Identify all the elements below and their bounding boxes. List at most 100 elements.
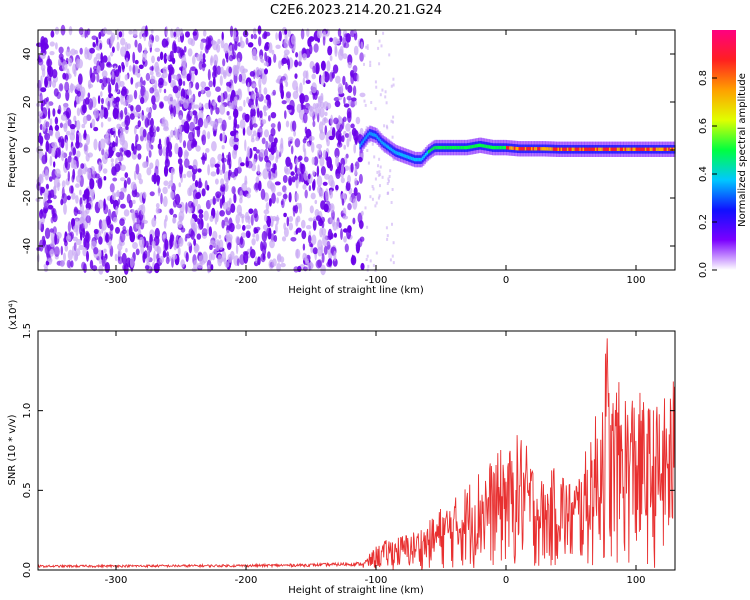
noise-blob <box>130 77 134 85</box>
noise-blob <box>124 172 129 179</box>
noise-blob <box>317 246 323 257</box>
noise-blob <box>223 42 229 54</box>
noise-blob <box>109 224 114 231</box>
signal-core <box>512 146 515 150</box>
signal-core <box>668 147 671 151</box>
noise-blob <box>241 182 248 192</box>
noise-blob <box>142 52 147 62</box>
noise-blob <box>146 140 152 152</box>
noise-blob <box>82 115 88 125</box>
noise-blob <box>215 178 219 185</box>
noise-blob <box>254 181 259 191</box>
noise-blob <box>321 228 327 236</box>
signal-core <box>648 147 651 151</box>
noise-blob <box>110 158 114 163</box>
noise-blob <box>210 171 217 177</box>
noise-blob <box>316 165 320 178</box>
noise-blob <box>107 117 112 122</box>
signal-core <box>662 147 665 151</box>
signal-core <box>439 145 442 150</box>
noise-blob <box>222 131 226 143</box>
signal-core <box>584 147 587 151</box>
noise-blob <box>162 196 168 207</box>
noise-blob <box>252 146 257 152</box>
noise-blob <box>255 176 260 184</box>
noise-blob <box>329 204 333 209</box>
noise-blob <box>61 60 68 71</box>
signal-core <box>576 147 579 151</box>
noise-blob <box>213 130 217 137</box>
noise-blob <box>252 93 256 100</box>
noise-blob <box>154 35 160 42</box>
signal-core <box>506 146 509 150</box>
noise-blob <box>100 52 103 64</box>
noise-blob <box>258 67 263 76</box>
noise-blob <box>54 116 59 125</box>
noise-blob <box>353 45 359 56</box>
noise-blob <box>240 213 245 219</box>
signal-core <box>389 146 392 151</box>
noise-speck <box>389 169 392 173</box>
signal-core <box>546 147 550 151</box>
noise-speck <box>375 251 378 255</box>
noise-blob <box>135 223 141 229</box>
signal-core <box>460 145 464 150</box>
noise-blob <box>178 124 182 133</box>
noise-blob <box>126 193 131 204</box>
noise-blob <box>276 253 282 263</box>
noise-blob <box>185 202 188 214</box>
noise-blob <box>236 204 242 216</box>
signal-core <box>543 147 547 151</box>
noise-blob <box>225 184 228 192</box>
noise-speck <box>392 120 394 124</box>
noise-blob <box>177 37 181 43</box>
noise-blob <box>325 188 329 200</box>
noise-blob <box>197 168 202 173</box>
noise-blob <box>350 97 357 102</box>
signal-core <box>598 147 601 151</box>
noise-blob <box>140 203 146 216</box>
noise-blob <box>276 214 279 225</box>
noise-speck <box>369 259 372 263</box>
noise-blob <box>196 53 201 62</box>
noise-speck <box>369 64 372 67</box>
noise-blob <box>183 149 189 161</box>
noise-blob <box>40 75 43 86</box>
noise-blob <box>116 41 120 52</box>
noise-blob <box>183 173 187 179</box>
noise-blob <box>38 174 44 181</box>
noise-blob <box>103 248 107 253</box>
noise-blob <box>137 42 143 53</box>
noise-blob <box>71 192 76 200</box>
noise-blob <box>73 115 77 123</box>
noise-blob <box>55 42 58 50</box>
noise-speck <box>369 195 372 199</box>
noise-blob <box>89 67 93 79</box>
noise-blob <box>163 81 168 86</box>
noise-blob <box>118 31 123 38</box>
noise-blob <box>99 138 106 150</box>
noise-blob <box>165 256 170 265</box>
noise-blob <box>344 133 350 138</box>
noise-blob <box>317 112 320 123</box>
noise-blob <box>107 128 112 134</box>
signal-core <box>407 155 411 159</box>
noise-blob <box>230 250 235 260</box>
noise-blob <box>162 186 168 195</box>
noise-blob <box>213 54 219 66</box>
noise-blob <box>54 233 57 246</box>
noise-blob <box>122 140 128 151</box>
noise-blob <box>319 129 324 134</box>
noise-blob <box>75 183 80 188</box>
signal-core <box>577 147 581 151</box>
noise-blob <box>347 84 353 94</box>
noise-blob <box>290 171 295 176</box>
signal-core <box>580 147 584 151</box>
noise-blob <box>75 58 81 69</box>
noise-blob <box>268 170 272 180</box>
noise-blob <box>210 40 216 45</box>
noise-blob <box>295 192 299 202</box>
noise-blob <box>335 75 341 84</box>
noise-blob <box>85 215 92 224</box>
noise-blob <box>328 174 334 187</box>
